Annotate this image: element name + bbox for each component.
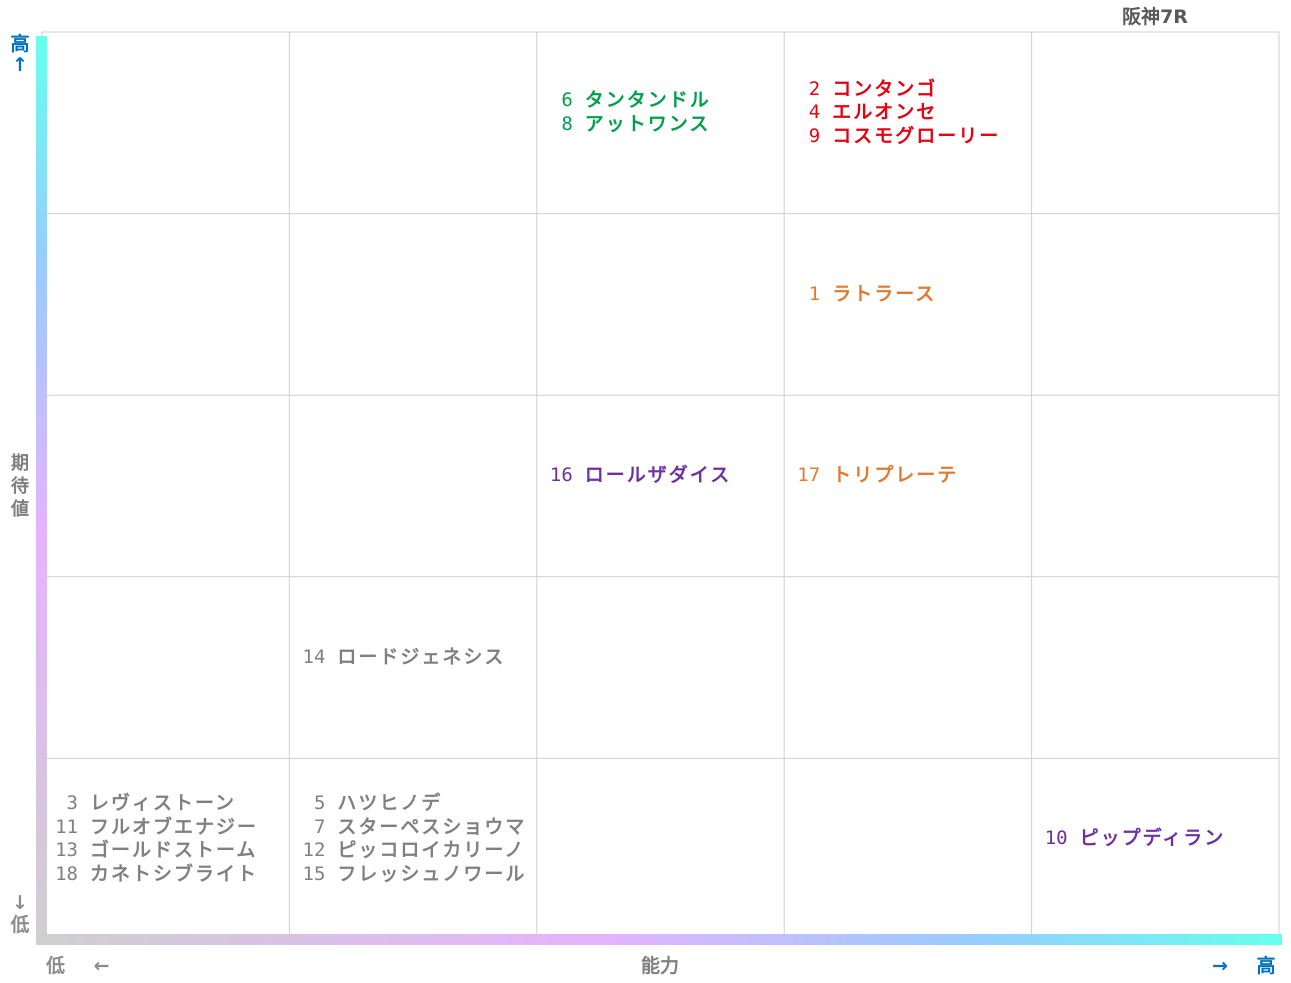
horse-name: ゴールドストーム [90, 839, 258, 862]
horse-number: 15 [302, 862, 326, 885]
horse-number: 6 [561, 89, 573, 112]
horse-name: ピッコロイカリーノ [337, 839, 526, 862]
x-axis-bar [36, 934, 1282, 945]
horse-entry: 12 ピッコロイカリーノ [291, 839, 526, 863]
horse-entry: 17 トリプレーテ [786, 464, 958, 488]
horse-name: トリプレーテ [832, 464, 959, 487]
horse-name: アットワンス [584, 112, 711, 135]
x-low-label: 低 ← [46, 951, 110, 978]
y-arrow-down: ↓ [12, 892, 28, 914]
y-axis-bar [36, 36, 47, 942]
horse-name: フルオブエナジー [90, 815, 259, 838]
horse-entry: 15 フレッシュノワール [291, 863, 526, 887]
horse-name: スターペスショウマ [337, 815, 527, 838]
horse-entry: 18 カネトシブライト [44, 863, 258, 887]
cell-group: 14 ロードジェネシス [291, 646, 505, 670]
y-low-text: 低 [10, 914, 30, 936]
horse-entry: 16 ロールザダイス [539, 464, 731, 488]
y-high-text: 高 [10, 33, 30, 55]
x-high-text: 高 [1256, 955, 1276, 977]
x-arrow-low: ← [93, 955, 110, 977]
x-axis-label: 能力 [640, 955, 679, 977]
horse-entry: 6 タンタンドル [539, 89, 711, 113]
horse-number: 1 [808, 282, 821, 305]
cell-group: 3 レヴィストーン 11 フルオブエナジー 13 ゴールドストーム 18 カネトシブライト [44, 792, 258, 886]
horse-number: 3 [66, 792, 78, 815]
horse-number: 4 [808, 101, 821, 124]
horse-entry: 4 エルオンセ [786, 101, 1000, 125]
horse-entry: 13 ゴールドストーム [44, 839, 258, 863]
y-axis-label-text: 期待値 [11, 453, 29, 520]
horse-number: 7 [313, 815, 326, 838]
y-low-label: ↓ 低 [9, 892, 31, 936]
horse-name: コンタンゴ [832, 77, 938, 100]
cell-group: 17 トリプレーテ [786, 464, 958, 488]
horse-number: 13 [55, 839, 78, 862]
horse-number: 9 [808, 124, 821, 147]
horse-name: コスモグローリー [832, 124, 1001, 147]
y-axis-label: 期待値 [6, 452, 34, 521]
horse-entry: 1 ラトラース [786, 283, 936, 307]
horse-name: ラトラース [832, 282, 937, 305]
cell-group: 16 ロールザダイス [539, 464, 731, 488]
cell-group: 1 ラトラース [786, 283, 936, 307]
horse-entry: 2 コンタンゴ [786, 78, 1000, 102]
horse-name: ハツヒノデ [337, 792, 443, 815]
horse-entry: 14 ロードジェネシス [291, 646, 505, 670]
chart-title: 阪神7R [1122, 6, 1188, 28]
cell-group: 5 ハツヒノデ 7 スターペスショウマ 12 ピッコロイカリーノ 15 フレッシュノワール [291, 792, 526, 886]
horse-name: カネトシブライト [90, 862, 259, 885]
horse-number: 11 [55, 815, 78, 838]
x-low-text: 低 [46, 955, 66, 977]
horse-number: 18 [55, 862, 78, 885]
horse-entry: 7 スターペスショウマ [291, 816, 526, 840]
horse-entry: 9 コスモグローリー [786, 125, 1000, 149]
cell-group: 6 タンタンドル 8 アットワンス [539, 89, 711, 136]
x-high-label: → 高 [1212, 951, 1276, 978]
horse-entry: 8 アットワンス [539, 113, 711, 137]
horse-number: 5 [313, 792, 326, 815]
horse-number: 16 [549, 464, 573, 487]
horse-entry: 10 ピップディラン [1034, 827, 1226, 851]
horse-number: 14 [302, 645, 326, 668]
x-arrow-high: → [1212, 955, 1228, 977]
horse-name: タンタンドル [584, 89, 711, 112]
y-arrow-up: ↑ [12, 54, 28, 76]
horse-name: ピップディラン [1079, 827, 1226, 850]
horse-entry: 11 フルオブエナジー [44, 816, 258, 840]
horse-number: 8 [561, 112, 573, 135]
cell-group: 2 コンタンゴ 4 エルオンセ 9 コスモグローリー [786, 78, 1000, 149]
horse-name: フレッシュノワール [337, 862, 527, 885]
cell-group: 10 ピップディラン [1034, 827, 1226, 851]
horse-number: 10 [1044, 827, 1068, 850]
horse-number: 12 [302, 839, 326, 862]
horse-number: 2 [808, 77, 821, 100]
horse-name: ロードジェネシス [337, 645, 506, 668]
horse-name: ロールザダイス [584, 464, 732, 487]
horse-name: レヴィストーン [90, 792, 237, 815]
horse-number: 17 [797, 464, 821, 487]
horse-entry: 5 ハツヒノデ [291, 792, 526, 816]
y-high-label: 高 ↑ [9, 34, 31, 76]
horse-entry: 3 レヴィストーン [44, 792, 258, 816]
horse-name: エルオンセ [832, 101, 938, 124]
